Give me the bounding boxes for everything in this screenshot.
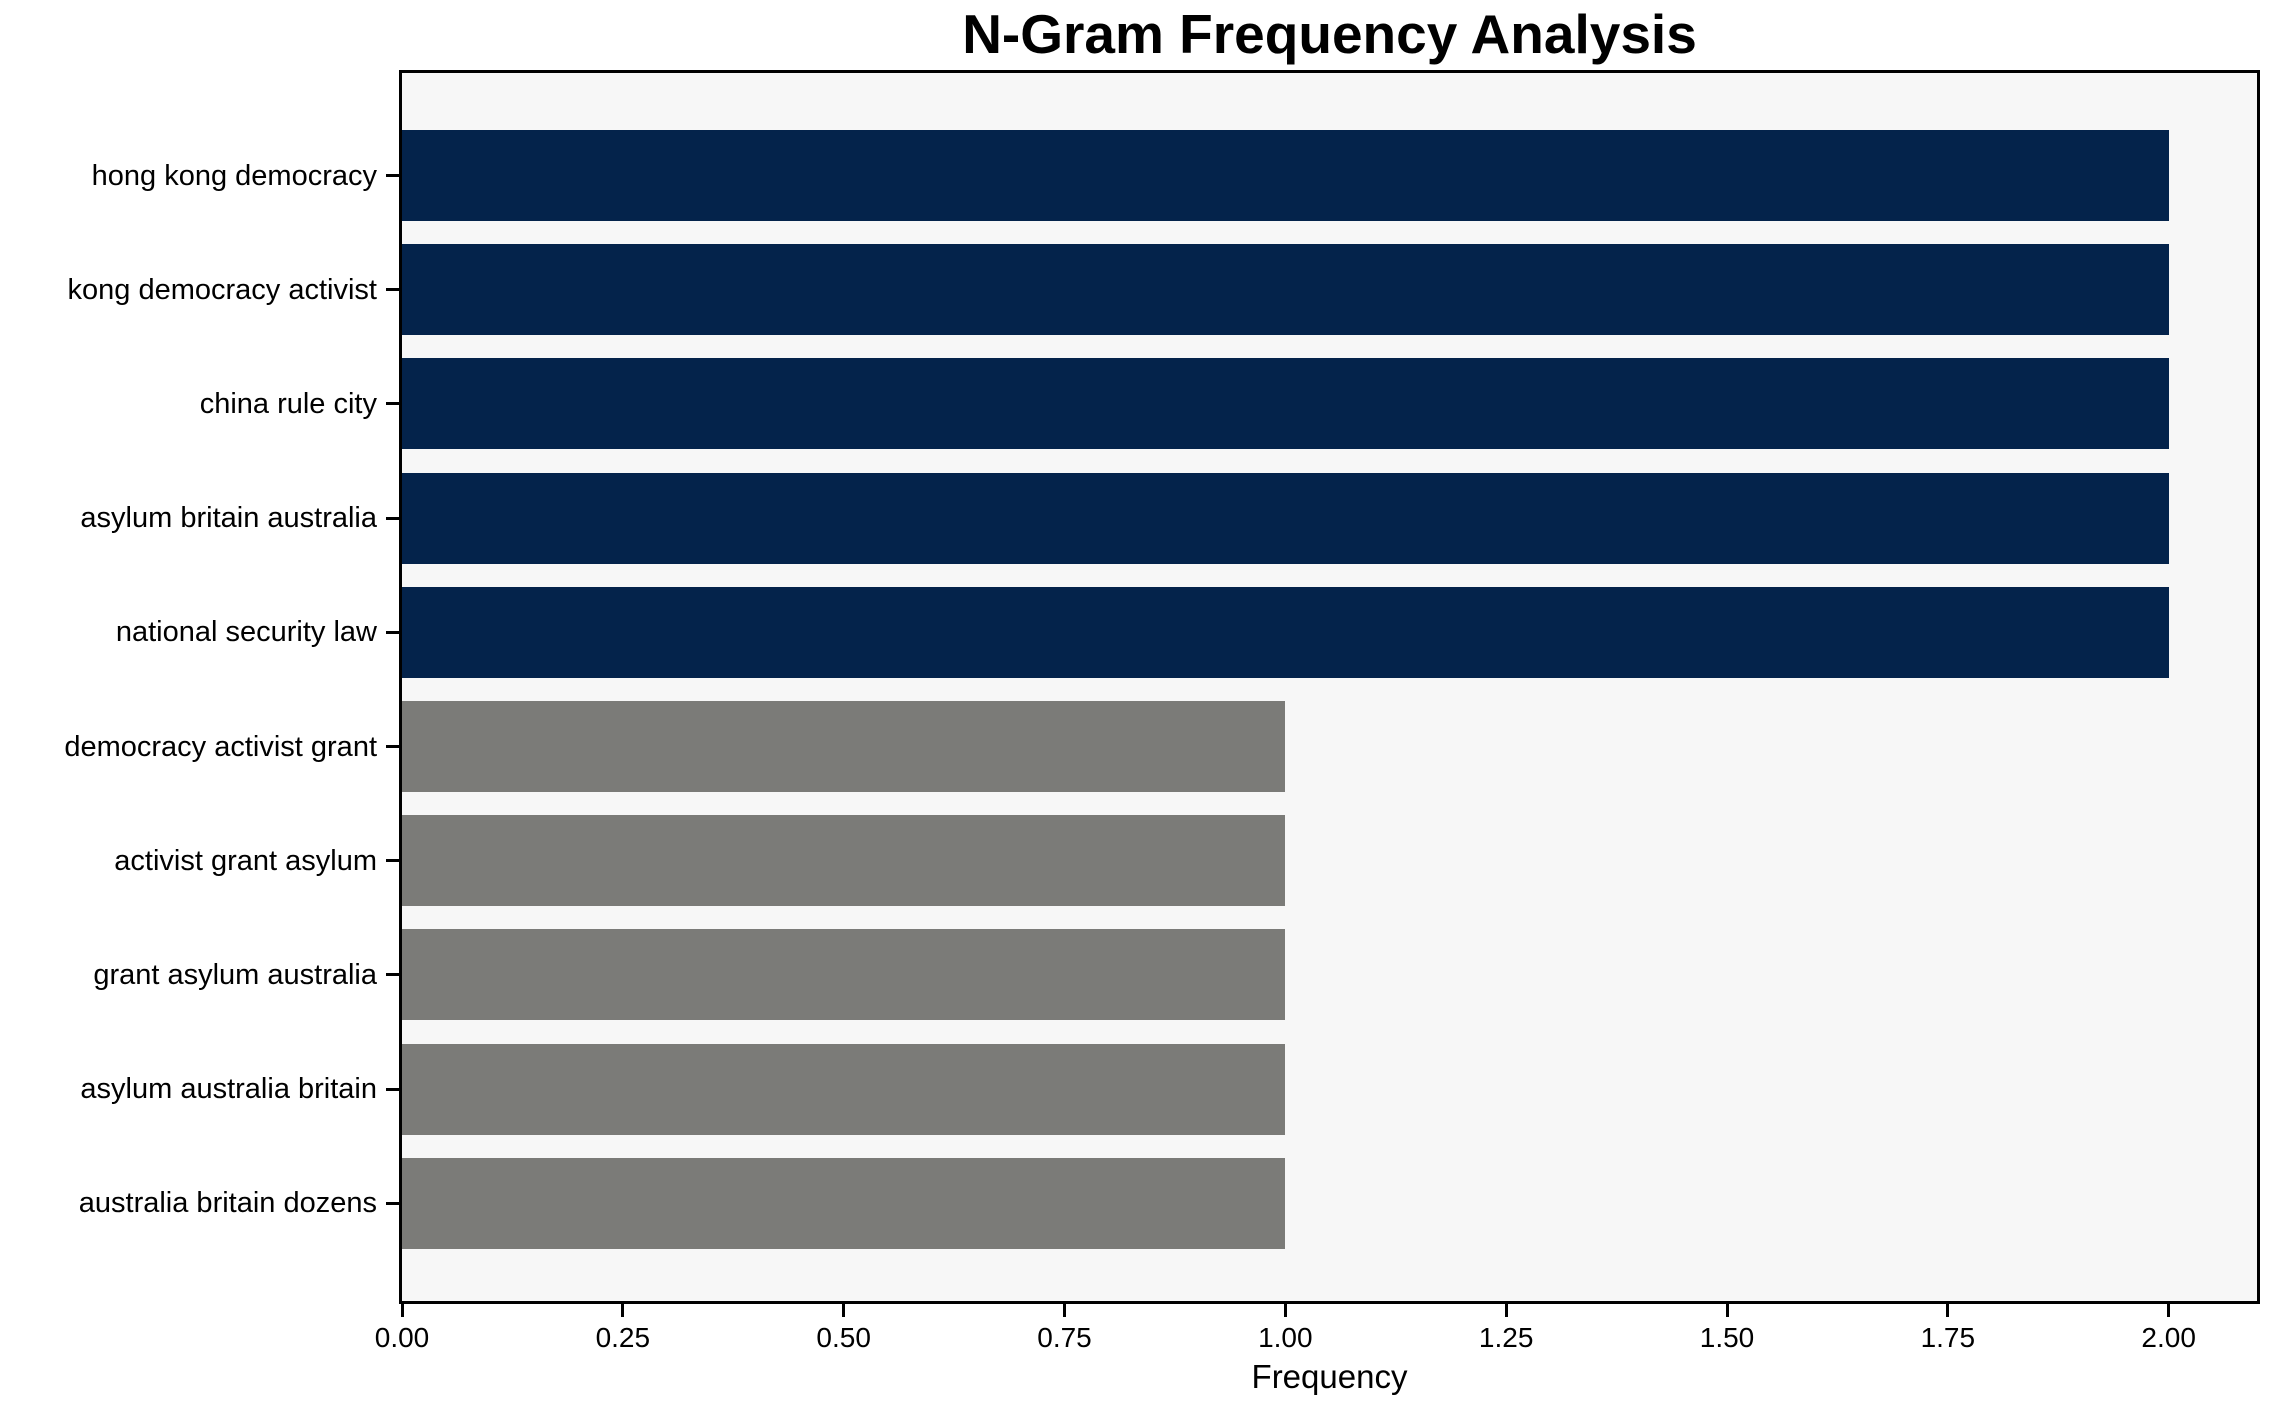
y-tick-mark	[386, 1201, 399, 1205]
y-tick-mark	[386, 745, 399, 748]
x-tick-label: 0.25	[595, 1322, 651, 1353]
x-tick-label: 1.25	[1478, 1322, 1534, 1353]
x-tick-mark	[1063, 1304, 1066, 1317]
bar-hong-kong-democracy	[402, 130, 2169, 221]
x-tick-label: 1.00	[1258, 1322, 1313, 1353]
x-tick-label: 1.50	[1699, 1322, 1755, 1353]
x-tick-label: 0.75	[1037, 1322, 1092, 1353]
y-tick-label: democracy activist grant	[64, 730, 377, 763]
x-tick-label: 0.50	[816, 1322, 871, 1353]
x-axis-label: Frequency	[1251, 1358, 1408, 1395]
y-tick-mark	[386, 973, 399, 977]
y-tick-mark	[386, 516, 399, 520]
x-tick-mark	[1283, 1304, 1287, 1317]
y-tick-mark	[386, 174, 399, 177]
x-tick-label: 0.00	[374, 1322, 430, 1353]
bar-asylum-britain-australia	[402, 472, 2169, 564]
bar-national-security-law	[402, 586, 2169, 678]
x-tick-label: 2.00	[2141, 1322, 2196, 1353]
y-tick-label: asylum australia britain	[80, 1073, 377, 1106]
bar-asylum-australia-britain	[402, 1043, 1286, 1135]
bar-australia-britain-dozens	[402, 1157, 1286, 1249]
x-tick-mark	[1946, 1304, 1950, 1317]
y-tick-label: kong democracy activist	[67, 273, 377, 306]
x-tick-mark	[621, 1304, 625, 1317]
y-tick-label: grant asylum australia	[93, 958, 377, 991]
bar-china-rule-city	[402, 358, 2169, 450]
x-tick-mark	[2167, 1304, 2171, 1317]
y-tick-label: asylum britain australia	[80, 502, 377, 535]
y-tick-mark	[386, 402, 399, 406]
plot-area	[399, 70, 2260, 1304]
bar-grant-asylum-australia	[402, 929, 1286, 1021]
chart-title: N-Gram Frequency Analysis	[962, 3, 1697, 65]
y-tick-mark	[386, 630, 399, 634]
y-tick-mark	[386, 1087, 399, 1091]
y-tick-label: australia britain dozens	[78, 1187, 377, 1220]
bar-activist-grant-asylum	[402, 815, 1286, 907]
bar-democracy-activist-grant	[402, 701, 1286, 792]
y-tick-label: national security law	[115, 616, 377, 649]
x-tick-label: 1.75	[1920, 1322, 1976, 1353]
y-tick-label: hong kong democracy	[91, 159, 377, 192]
x-tick-mark	[1504, 1304, 1508, 1317]
y-tick-mark	[386, 288, 399, 292]
x-tick-mark	[1725, 1304, 1729, 1317]
bar-kong-democracy-activist	[402, 244, 2169, 336]
y-tick-label: china rule city	[199, 387, 377, 420]
x-tick-mark	[400, 1304, 404, 1317]
y-tick-mark	[386, 859, 399, 863]
y-tick-label: activist grant asylum	[114, 844, 377, 877]
x-tick-mark	[842, 1304, 846, 1317]
